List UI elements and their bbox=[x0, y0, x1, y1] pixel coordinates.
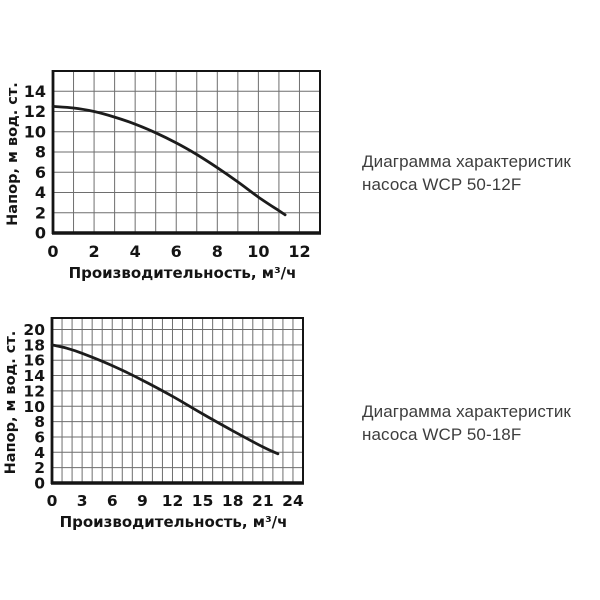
x-tick-label: 24 bbox=[282, 492, 304, 510]
chart-wcp-50-18f-plot: 0 3 6 9 12 15 18 21 2402468101214161820Производи… bbox=[3, 317, 304, 531]
chart-wcp-50-12f-plot: 0 2 4 6 8 10 1202468101214Производительность, … bbox=[5, 70, 321, 282]
y-axis-label: Напор, м вод. ст. bbox=[5, 82, 21, 226]
y-tick-label: 10 bbox=[23, 398, 45, 416]
x-tick-label: 8 bbox=[212, 242, 223, 261]
x-tick-label: 6 bbox=[107, 492, 118, 510]
y-tick-label: 2 bbox=[35, 203, 46, 222]
y-tick-label: 6 bbox=[35, 163, 46, 182]
x-tick-label: 2 bbox=[89, 242, 100, 261]
x-tick-label: 4 bbox=[130, 242, 141, 261]
y-tick-label: 18 bbox=[23, 336, 45, 354]
y-tick-label: 10 bbox=[24, 122, 46, 141]
y-tick-label: 4 bbox=[34, 444, 45, 462]
x-tick-label: 0 bbox=[47, 242, 58, 261]
x-tick-label: 3 bbox=[77, 492, 88, 510]
x-tick-label: 0 bbox=[47, 492, 58, 510]
grid-lines bbox=[52, 318, 303, 483]
y-tick-label: 12 bbox=[24, 102, 46, 121]
pump-curve bbox=[51, 105, 287, 217]
y-tick-label: 2 bbox=[34, 459, 45, 477]
x-tick-label: 18 bbox=[222, 492, 244, 510]
grid-lines bbox=[53, 71, 320, 233]
y-tick-label: 8 bbox=[35, 143, 46, 162]
y-tick-label: 0 bbox=[34, 475, 45, 493]
pump-curve bbox=[50, 343, 280, 456]
x-tick-labels: 0 3 6 9 12 15 18 21 24 bbox=[47, 492, 304, 510]
chart-title-line-1: Диаграмма характеристик bbox=[362, 152, 571, 171]
chart-title-line-2: насоса WCP 50-18F bbox=[362, 425, 522, 444]
x-tick-label: 6 bbox=[171, 242, 182, 261]
y-tick-label: 20 bbox=[23, 321, 45, 339]
y-tick-label: 8 bbox=[34, 413, 45, 431]
chart-title-wcp-50-18f: Диаграмма характеристик насоса WCP 50-18… bbox=[362, 400, 598, 446]
y-tick-label: 12 bbox=[23, 382, 45, 400]
chart-title-line-2: насоса WCP 50-12F bbox=[362, 175, 522, 194]
x-tick-labels: 0 2 4 6 8 10 12 bbox=[47, 242, 310, 261]
x-tick-label: 21 bbox=[252, 492, 274, 510]
y-tick-label: 16 bbox=[23, 352, 45, 370]
x-axis-label: Производительность, м³/ч bbox=[60, 513, 288, 531]
x-tick-label: 10 bbox=[247, 242, 269, 261]
chart-title-line-1: Диаграмма характеристик bbox=[362, 402, 571, 421]
x-tick-label: 15 bbox=[192, 492, 214, 510]
chart-title-wcp-50-12f: Диаграмма характеристик насоса WCP 50-12… bbox=[362, 150, 598, 196]
x-tick-label: 12 bbox=[162, 492, 184, 510]
y-tick-label: 14 bbox=[24, 82, 46, 101]
y-axis-label: Напор, м вод. ст. bbox=[3, 331, 19, 475]
x-axis-label: Производительность, м³/ч bbox=[69, 264, 297, 282]
x-tick-label: 9 bbox=[137, 492, 148, 510]
y-tick-label: 4 bbox=[35, 183, 46, 202]
y-tick-label: 0 bbox=[35, 224, 46, 243]
y-tick-label: 14 bbox=[23, 367, 45, 385]
x-tick-label: 12 bbox=[288, 242, 310, 261]
y-tick-label: 6 bbox=[34, 428, 45, 446]
